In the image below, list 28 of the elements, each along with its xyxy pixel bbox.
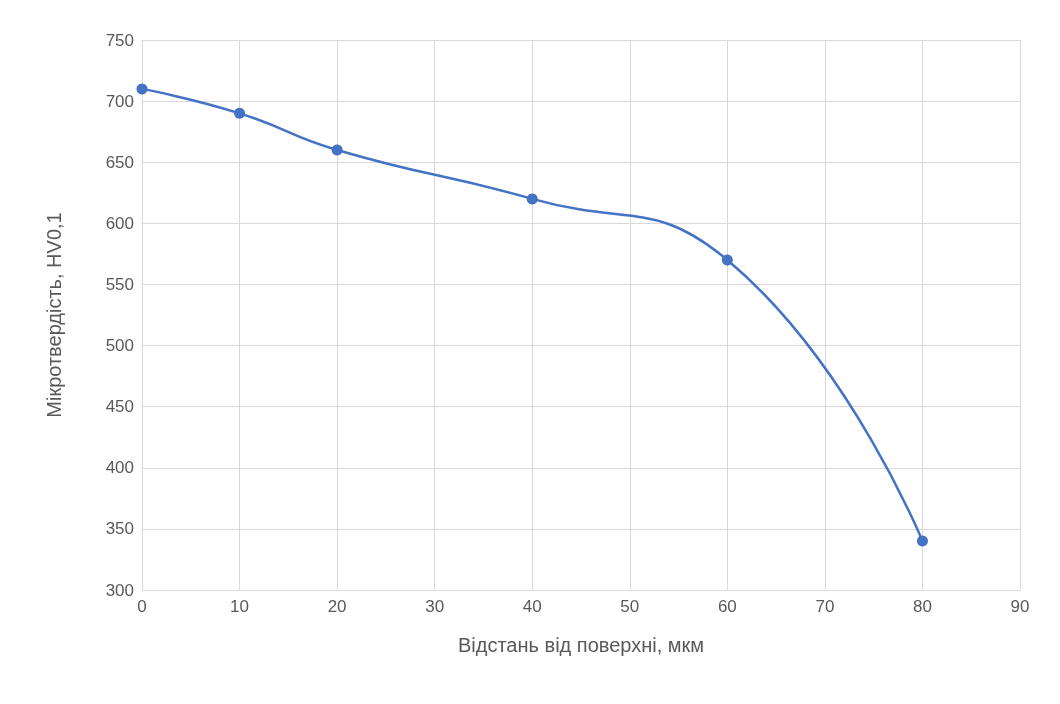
x-tick-label: 90 [1010, 597, 1030, 616]
y-tick-label: 650 [105, 152, 134, 172]
x-tick-label: 10 [230, 597, 250, 616]
x-tick-label: 60 [717, 597, 737, 616]
x-tick-label: 40 [522, 597, 542, 616]
x-tick-label: 50 [620, 597, 640, 616]
y-tick-label: 700 [105, 91, 134, 111]
y-tick-label: 450 [105, 397, 134, 417]
x-axis-title: Відстань від поверхні, мкм [457, 634, 705, 656]
x-tick-label: 30 [425, 597, 445, 616]
point [234, 107, 246, 119]
point [916, 535, 928, 547]
y-tick-label: 550 [105, 274, 134, 294]
point [526, 193, 538, 205]
x-tick-label: 0 [137, 597, 147, 616]
y-tick-label: 400 [105, 458, 134, 478]
point [136, 83, 148, 95]
y-tick-label: 350 [105, 519, 134, 539]
x-tick-label: 20 [327, 597, 347, 616]
point [721, 254, 733, 266]
x-tick-label: 80 [912, 597, 932, 616]
y-tick-label: 300 [105, 580, 134, 600]
y-tick-label: 500 [105, 336, 134, 356]
point [331, 144, 343, 156]
y-tick-label: 600 [105, 213, 134, 233]
y-tick-label: 750 [105, 30, 134, 50]
y-axis-title: Мікротвердість, HV0,1 [43, 212, 65, 418]
x-tick-label: 70 [815, 597, 835, 616]
